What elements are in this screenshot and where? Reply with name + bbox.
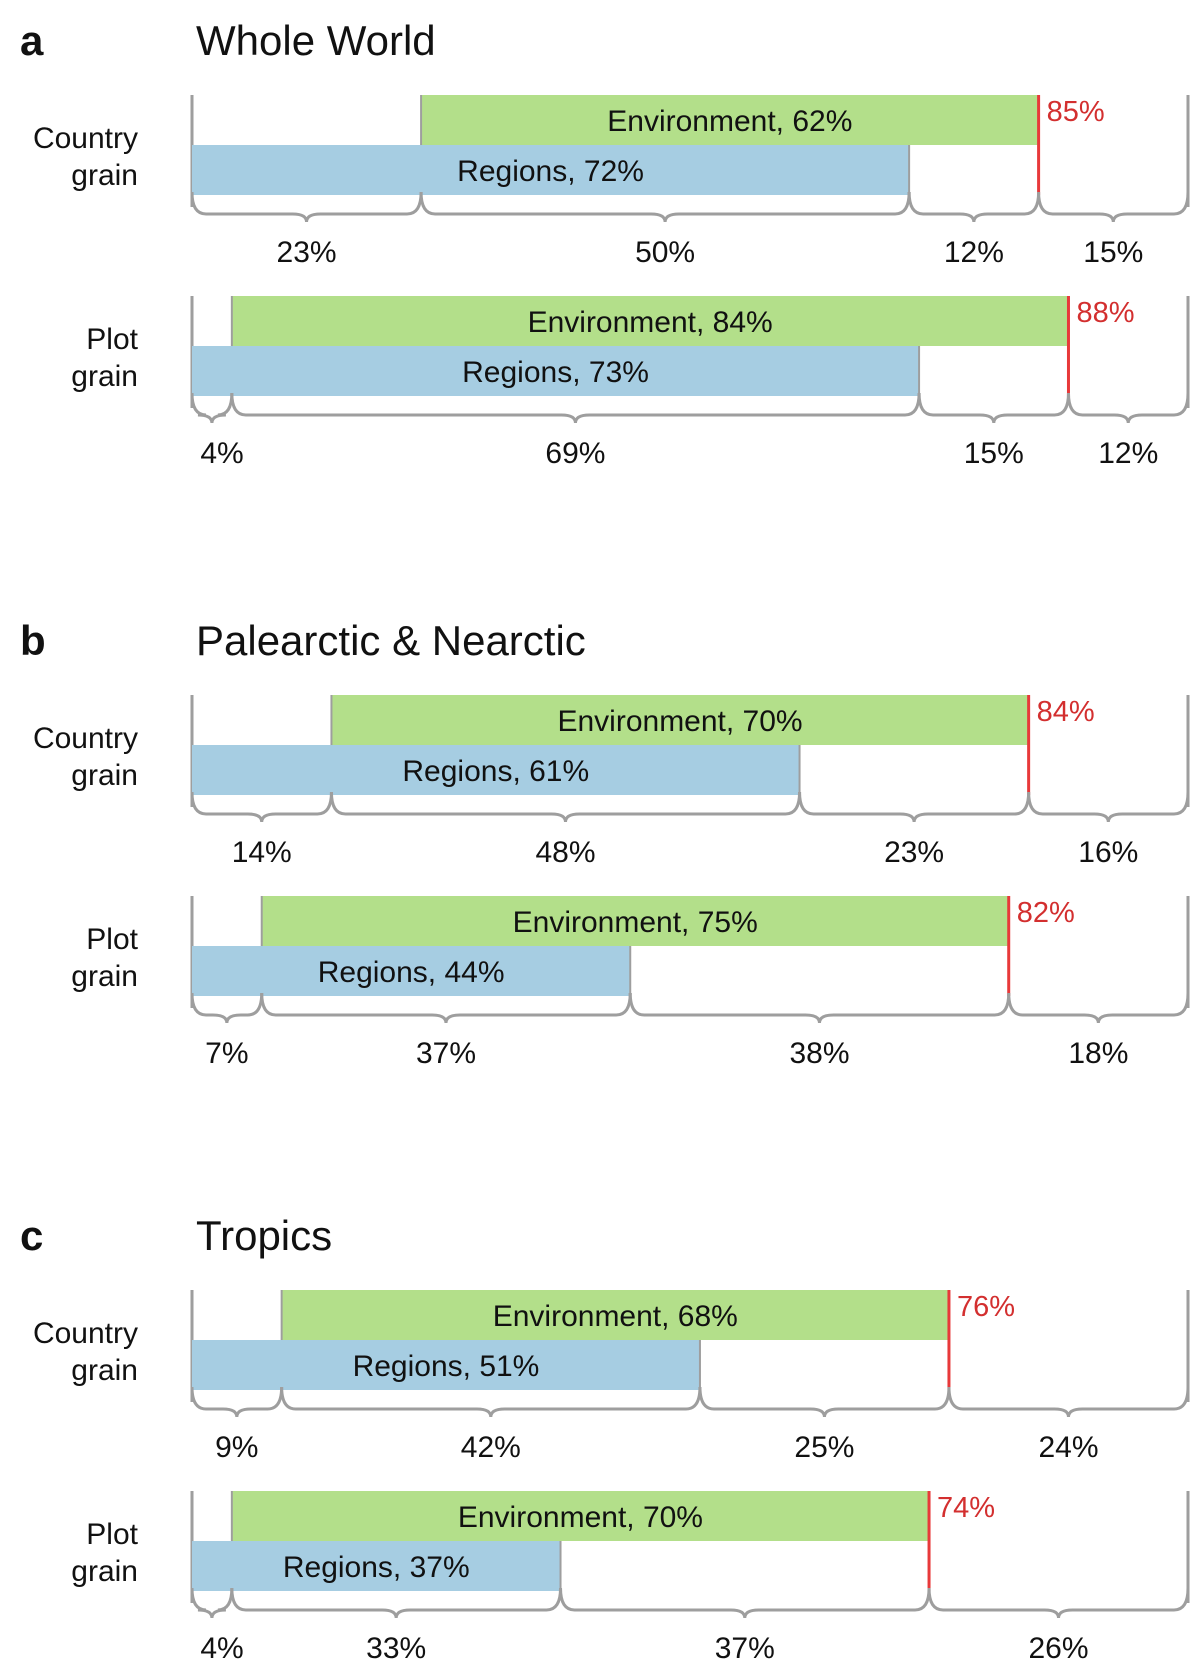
segment-brace bbox=[698, 1386, 951, 1418]
segment-label: 48% bbox=[535, 836, 595, 869]
row-label: grain bbox=[71, 360, 138, 393]
segment-label: 7% bbox=[205, 1037, 248, 1070]
regions-bar-label: Regions, 44% bbox=[318, 956, 505, 989]
segment-brace bbox=[927, 1587, 1190, 1619]
segment-label: 25% bbox=[794, 1431, 854, 1464]
segment-brace bbox=[628, 992, 1011, 1024]
row-label: grain bbox=[71, 1555, 138, 1588]
segment-label: 50% bbox=[635, 236, 695, 269]
segment-brace bbox=[190, 992, 264, 1024]
environment-bar bbox=[231, 296, 1069, 346]
segment-brace bbox=[230, 1587, 563, 1619]
regions-bar-label: Regions, 37% bbox=[283, 1551, 470, 1584]
regions-bar bbox=[192, 1340, 700, 1390]
total-label: 76% bbox=[957, 1291, 1015, 1323]
segment-brace bbox=[1066, 392, 1190, 424]
row-label: Country bbox=[33, 1317, 138, 1350]
regions-bar-label: Regions, 51% bbox=[353, 1350, 540, 1383]
segment-brace bbox=[1027, 791, 1190, 823]
panel-letter: c bbox=[20, 1212, 43, 1259]
segment-brace bbox=[190, 1587, 234, 1619]
regions-bar bbox=[192, 145, 910, 195]
environment-bar-label: Environment, 75% bbox=[513, 906, 758, 939]
row-label: Plot bbox=[86, 1518, 138, 1551]
segment-brace bbox=[1037, 191, 1190, 223]
environment-bar-label: Environment, 84% bbox=[528, 306, 773, 339]
segment-label: 18% bbox=[1068, 1037, 1128, 1070]
total-label: 74% bbox=[937, 1492, 995, 1524]
segment-label: 38% bbox=[789, 1037, 849, 1070]
segment-label: 33% bbox=[366, 1632, 426, 1665]
segment-brace bbox=[190, 1386, 284, 1418]
segment-brace bbox=[260, 992, 632, 1024]
regions-bar bbox=[192, 745, 800, 795]
row-label: Country bbox=[33, 722, 138, 755]
segment-brace bbox=[907, 191, 1041, 223]
segment-label: 12% bbox=[944, 236, 1004, 269]
segment-brace bbox=[329, 791, 802, 823]
regions-bar-label: Regions, 73% bbox=[462, 356, 649, 389]
segment-brace bbox=[190, 191, 423, 223]
panel-title: Palearctic & Nearctic bbox=[196, 617, 586, 664]
segment-label: 4% bbox=[200, 437, 243, 470]
segment-brace bbox=[947, 1386, 1190, 1418]
environment-bar bbox=[231, 1491, 930, 1541]
total-label: 85% bbox=[1047, 96, 1105, 128]
segment-label: 16% bbox=[1078, 836, 1138, 869]
segment-brace bbox=[230, 392, 921, 424]
total-label: 84% bbox=[1037, 696, 1095, 728]
panel-letter: b bbox=[20, 617, 46, 664]
segment-label: 23% bbox=[884, 836, 944, 869]
panel-letter: a bbox=[20, 17, 44, 64]
segment-brace bbox=[917, 392, 1070, 424]
segment-brace bbox=[798, 791, 1031, 823]
segment-label: 24% bbox=[1038, 1431, 1098, 1464]
segment-label: 15% bbox=[964, 437, 1024, 470]
total-label: 82% bbox=[1017, 897, 1075, 929]
regions-bar-label: Regions, 72% bbox=[457, 155, 644, 188]
regions-bar bbox=[192, 1541, 561, 1591]
segment-label: 4% bbox=[200, 1632, 243, 1665]
segment-brace bbox=[559, 1587, 931, 1619]
row-label: grain bbox=[71, 159, 138, 192]
environment-bar-label: Environment, 68% bbox=[493, 1300, 738, 1333]
row-label: grain bbox=[71, 759, 138, 792]
segment-label: 37% bbox=[715, 1632, 775, 1665]
total-label: 88% bbox=[1076, 297, 1134, 329]
row-label: Country bbox=[33, 122, 138, 155]
regions-bar bbox=[192, 946, 631, 996]
row-label: Plot bbox=[86, 323, 138, 356]
segment-label: 26% bbox=[1028, 1632, 1088, 1665]
segment-label: 23% bbox=[277, 236, 337, 269]
panel-title: Tropics bbox=[196, 1212, 332, 1259]
environment-bar-label: Environment, 62% bbox=[607, 105, 852, 138]
segment-brace bbox=[190, 392, 234, 424]
segment-label: 69% bbox=[545, 437, 605, 470]
segment-label: 14% bbox=[232, 836, 292, 869]
environment-bar-label: Environment, 70% bbox=[557, 705, 802, 738]
row-label: grain bbox=[71, 960, 138, 993]
segment-label: 9% bbox=[215, 1431, 258, 1464]
segment-label: 12% bbox=[1098, 437, 1158, 470]
segment-brace bbox=[1007, 992, 1190, 1024]
segment-label: 42% bbox=[461, 1431, 521, 1464]
environment-bar bbox=[261, 896, 1009, 946]
segment-brace bbox=[280, 1386, 702, 1418]
segment-label: 37% bbox=[416, 1037, 476, 1070]
regions-bar bbox=[192, 346, 920, 396]
segment-brace bbox=[190, 791, 333, 823]
panel-title: Whole World bbox=[196, 17, 436, 64]
environment-bar bbox=[281, 1290, 949, 1340]
row-label: grain bbox=[71, 1354, 138, 1387]
environment-bar-label: Environment, 70% bbox=[458, 1501, 703, 1534]
environment-bar bbox=[331, 695, 1029, 745]
segment-label: 15% bbox=[1083, 236, 1143, 269]
regions-bar-label: Regions, 61% bbox=[402, 755, 589, 788]
row-label: Plot bbox=[86, 923, 138, 956]
segment-brace bbox=[419, 191, 911, 223]
environment-bar bbox=[421, 95, 1039, 145]
